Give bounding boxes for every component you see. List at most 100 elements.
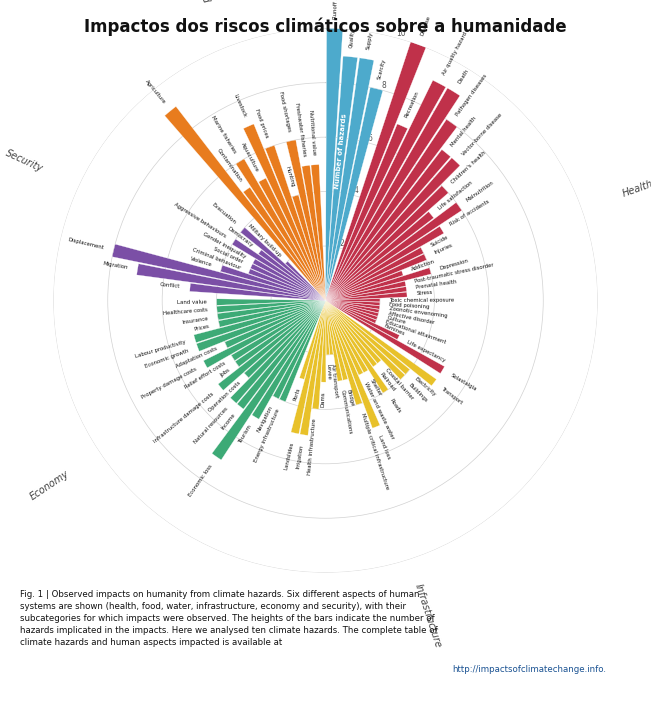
- Text: Air quality hazard: Air quality hazard: [441, 32, 468, 76]
- Text: Aggressive behaviours: Aggressive behaviours: [173, 201, 227, 239]
- Text: Food: Food: [193, 0, 211, 5]
- Text: Fig. 1 | Observed impacts on humanity from climate hazards. Six different aspect: Fig. 1 | Observed impacts on humanity fr…: [20, 590, 437, 646]
- Text: Railroad: Railroad: [379, 371, 396, 392]
- Bar: [326, 300, 405, 380]
- Text: Suicide: Suicide: [430, 235, 449, 248]
- Text: Natural resources: Natural resources: [193, 406, 229, 445]
- Bar: [312, 300, 326, 409]
- Bar: [326, 298, 380, 302]
- Bar: [326, 286, 407, 300]
- Bar: [258, 178, 326, 300]
- Text: Insurance: Insurance: [182, 316, 209, 325]
- Text: Property damage costs: Property damage costs: [141, 367, 198, 400]
- Text: Violence: Violence: [190, 257, 213, 268]
- Text: Food prices: Food prices: [254, 109, 269, 139]
- Bar: [326, 158, 460, 300]
- Text: Air transport: Air transport: [330, 364, 339, 398]
- Bar: [326, 202, 462, 300]
- Bar: [326, 300, 368, 373]
- Bar: [326, 300, 348, 380]
- Bar: [137, 264, 326, 300]
- Text: Number of hazards: Number of hazards: [334, 114, 348, 189]
- Bar: [112, 244, 326, 300]
- Text: Levee: Levee: [326, 364, 331, 380]
- Text: Jobs: Jobs: [219, 368, 231, 378]
- Bar: [235, 300, 326, 367]
- Text: Stress: Stress: [416, 290, 433, 296]
- Text: Healthcare costs: Healthcare costs: [163, 308, 208, 317]
- Bar: [326, 88, 383, 300]
- Text: Water and waste water: Water and waste water: [363, 382, 395, 440]
- Text: Children's health: Children's health: [450, 150, 487, 185]
- Text: Income: Income: [220, 412, 236, 431]
- Text: Energy infrastructure: Energy infrastructure: [254, 408, 281, 463]
- Bar: [218, 300, 326, 390]
- Bar: [237, 300, 326, 409]
- Text: Relief effort costs: Relief effort costs: [184, 361, 227, 390]
- Bar: [279, 300, 326, 402]
- Bar: [326, 88, 460, 300]
- Bar: [273, 300, 326, 399]
- Bar: [326, 58, 374, 300]
- Bar: [265, 146, 326, 300]
- Bar: [252, 300, 326, 419]
- Text: Toxic chemical exposure: Toxic chemical exposure: [389, 298, 454, 303]
- Bar: [286, 140, 326, 300]
- Text: Security: Security: [4, 148, 45, 173]
- Text: Shelter: Shelter: [368, 378, 382, 398]
- Text: Nutritional value: Nutritional value: [308, 110, 317, 156]
- Bar: [326, 119, 457, 300]
- Text: Navigation: Navigation: [256, 404, 273, 433]
- Text: Marine fisheries: Marine fisheries: [210, 115, 237, 155]
- Bar: [326, 300, 436, 386]
- Text: Mental health: Mental health: [450, 115, 478, 147]
- Text: Military build-up: Military build-up: [247, 223, 281, 257]
- Text: Freshwater fisheries: Freshwater fisheries: [294, 103, 307, 157]
- Bar: [326, 300, 333, 355]
- Bar: [326, 300, 362, 405]
- Bar: [302, 165, 326, 300]
- Text: Livestock: Livestock: [232, 93, 247, 119]
- Text: Solastalgia: Solastalgia: [449, 373, 477, 392]
- Text: Hunting: Hunting: [284, 165, 295, 187]
- Bar: [326, 300, 445, 373]
- Bar: [217, 300, 326, 320]
- Bar: [285, 262, 326, 300]
- Text: Depression: Depression: [439, 258, 469, 271]
- Text: Migration: Migration: [103, 261, 128, 270]
- Text: Quality: Quality: [349, 28, 355, 47]
- Text: Roads: Roads: [389, 398, 402, 414]
- Text: Vector-borne disease: Vector-borne disease: [461, 112, 503, 156]
- Text: Impactos dos riscos climáticos sobre a humanidade: Impactos dos riscos climáticos sobre a h…: [84, 18, 567, 36]
- Bar: [321, 300, 326, 382]
- Text: Aquaculture: Aquaculture: [240, 141, 260, 173]
- Bar: [299, 300, 326, 379]
- Text: Dams: Dams: [320, 392, 326, 407]
- Text: Zoonotic envenoming: Zoonotic envenoming: [389, 306, 447, 319]
- Text: Prices: Prices: [194, 324, 210, 332]
- Bar: [326, 211, 434, 300]
- Text: Economic growth: Economic growth: [145, 349, 189, 369]
- Bar: [326, 56, 357, 300]
- Text: Landslides: Landslides: [284, 442, 295, 471]
- Bar: [244, 300, 326, 378]
- Text: Infrastructure damage costs: Infrastructure damage costs: [153, 392, 215, 444]
- Text: Irrigation: Irrigation: [296, 444, 305, 469]
- Text: Electricity: Electricity: [413, 376, 437, 397]
- Text: Runoff and flow: Runoff and flow: [333, 0, 339, 19]
- Text: Transport: Transport: [440, 386, 464, 406]
- Text: Multiple critical infrastructure: Multiple critical infrastructure: [360, 412, 389, 490]
- Bar: [189, 284, 326, 300]
- Text: Gender inequality: Gender inequality: [202, 231, 247, 259]
- Text: Recreation: Recreation: [404, 90, 420, 119]
- Text: Communications: Communications: [339, 390, 352, 436]
- Text: Operation costs: Operation costs: [207, 380, 242, 413]
- Text: Pathogen diseases: Pathogen diseases: [455, 73, 488, 117]
- Bar: [326, 150, 450, 300]
- Bar: [326, 300, 329, 355]
- Bar: [326, 247, 424, 300]
- Text: Culture: Culture: [387, 315, 407, 325]
- Text: Land loss: Land loss: [378, 435, 391, 460]
- Text: Malnutrition: Malnutrition: [465, 180, 495, 203]
- Text: Conflict: Conflict: [160, 282, 181, 289]
